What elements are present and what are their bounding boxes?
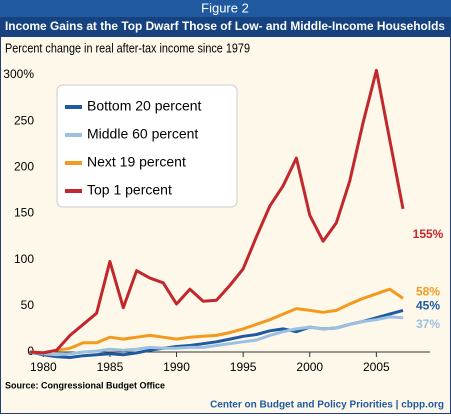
subtitle: Percent change in real after-tax income …: [5, 40, 250, 55]
title-band: [0, 17, 451, 37]
credit: Center on Budget and Policy Priorities |…: [210, 400, 444, 411]
x-tick-label: 2000: [296, 360, 323, 374]
legend-box: [56, 84, 238, 208]
legend-label: Top 1 percent: [87, 182, 172, 198]
end-label: 37%: [416, 317, 440, 331]
figure-band: [0, 0, 451, 17]
end-label: 155%: [413, 227, 444, 241]
x-tick-label: 2005: [363, 360, 390, 374]
y-tick-label: 200: [14, 160, 34, 174]
series-line: [29, 68, 405, 355]
x-tick-label: 1980: [30, 360, 57, 374]
y-tick-label: 150: [14, 206, 34, 220]
x-tick-label: 1995: [230, 360, 257, 374]
legend-label: Bottom 20 percent: [87, 98, 202, 114]
y-tick-label: 100: [14, 252, 34, 266]
end-label: 45%: [416, 299, 440, 313]
x-tick-label: 1985: [97, 360, 124, 374]
series-line: [29, 315, 404, 357]
source: Source: Congressional Budget Office: [5, 380, 165, 390]
series-line: [29, 287, 404, 355]
y-tick-label: 300%: [3, 67, 34, 81]
y-tick-label: 250: [14, 113, 34, 127]
figure-label: Figure 2: [201, 0, 249, 15]
legend-label: Next 19 percent: [87, 154, 186, 170]
chart-title: Income Gains at the Top Dwarf Those of L…: [5, 19, 445, 33]
y-tick-label: 50: [21, 298, 35, 312]
x-tick-label: 1990: [163, 360, 190, 374]
end-label: 58%: [416, 285, 440, 299]
legend-label: Middle 60 percent: [87, 126, 198, 142]
